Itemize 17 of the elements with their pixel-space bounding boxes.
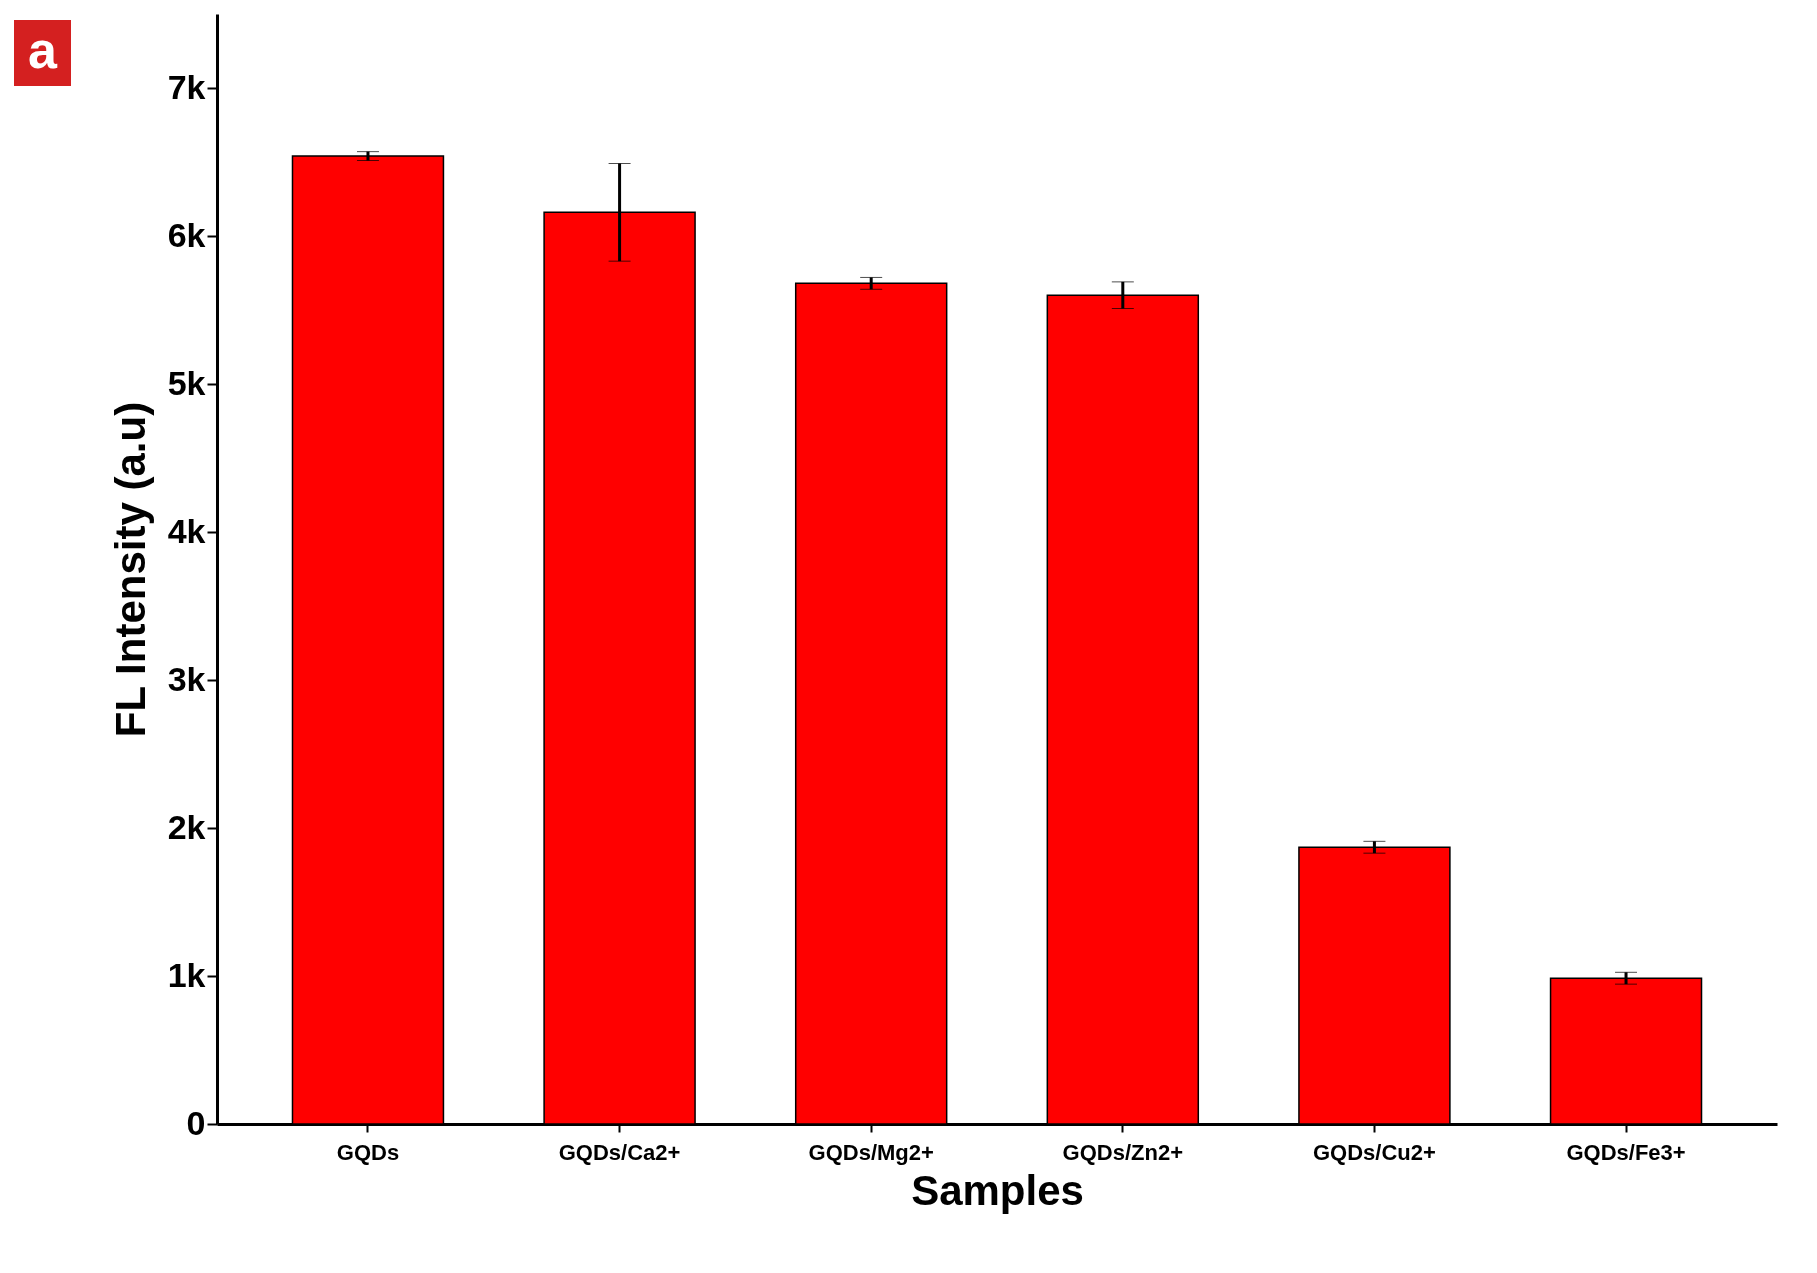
x-tick-label: GQDs <box>336 1139 400 1165</box>
x-tick-label: GQDs/Mg2+ <box>808 1139 934 1165</box>
y-tick-label: 6k <box>167 215 206 254</box>
y-tick-label: 3k <box>167 659 206 698</box>
x-tick-label: GQDs/Zn2+ <box>1062 1139 1184 1165</box>
x-tick-label: GQDs/Ca2+ <box>558 1139 681 1165</box>
y-axis-title: FL Intensity (a.u) <box>106 401 154 738</box>
text: a <box>14 20 71 86</box>
x-tick-label: GQDs/Cu2+ <box>1312 1139 1436 1165</box>
y-tick-label: 0 <box>186 1103 206 1142</box>
y-tick-label: 5k <box>167 363 206 402</box>
y-tick-label: 4k <box>167 511 206 550</box>
x-tick-label: GQDs/Fe3+ <box>1566 1139 1686 1165</box>
y-tick-label: 7k <box>167 67 206 106</box>
x-axis-title: Samples <box>911 1166 1084 1214</box>
y-tick-label: 1k <box>167 955 206 994</box>
y-tick-label: 2k <box>167 807 206 846</box>
